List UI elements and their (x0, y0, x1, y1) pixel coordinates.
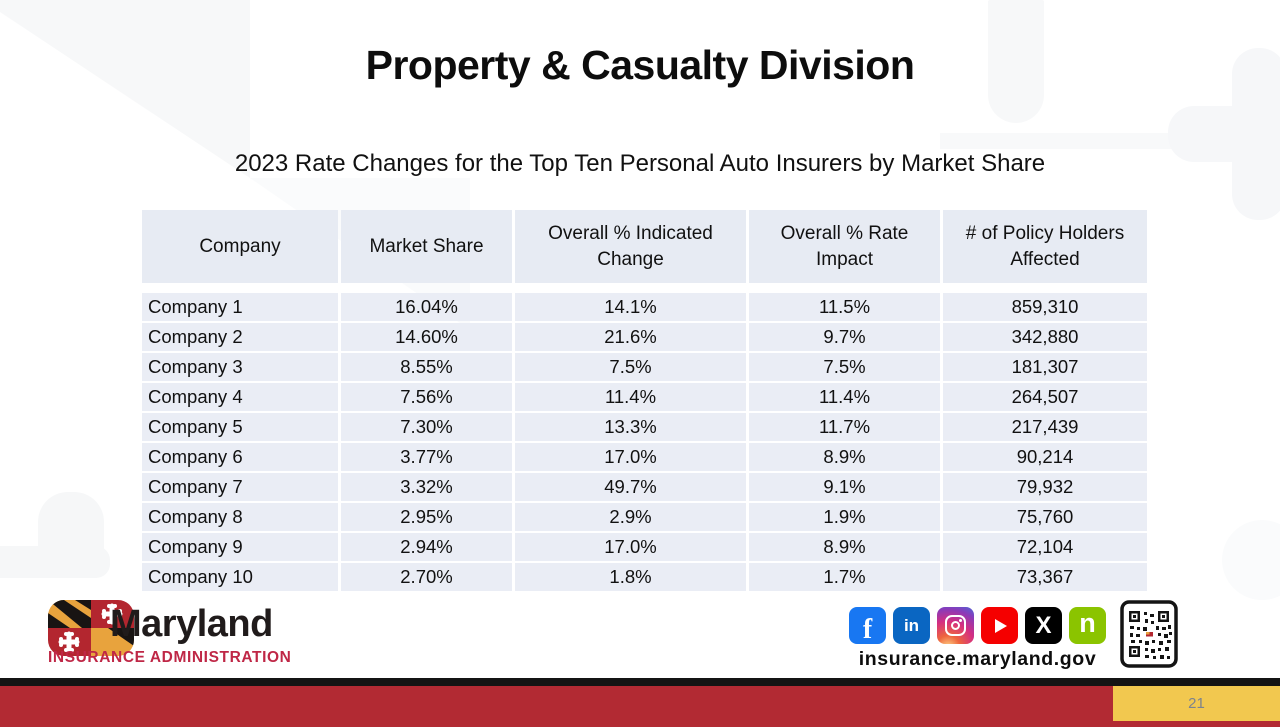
cell-rate-impact: 7.5% (749, 353, 940, 381)
cell-indicated-change: 17.0% (515, 533, 746, 561)
cell-company: Company 10 (142, 563, 338, 591)
column-header-rate-impact: Overall % Rate Impact (749, 210, 940, 283)
cell-market-share: 7.30% (341, 413, 512, 441)
cell-rate-impact: 11.5% (749, 293, 940, 321)
footer-black-stripe (0, 678, 1280, 686)
cell-market-share: 3.77% (341, 443, 512, 471)
cell-rate-impact: 11.7% (749, 413, 940, 441)
qr-code[interactable] (1120, 600, 1178, 668)
cell-company: Company 2 (142, 323, 338, 351)
instagram-icon[interactable] (937, 607, 974, 644)
facebook-icon[interactable]: f (849, 607, 886, 644)
logo-wordmark: Maryland (110, 603, 273, 645)
cell-indicated-change: 11.4% (515, 383, 746, 411)
cell-market-share: 2.95% (341, 503, 512, 531)
cell-indicated-change: 21.6% (515, 323, 746, 351)
social-icons-row: f in X n (849, 607, 1106, 644)
cell-indicated-change: 49.7% (515, 473, 746, 501)
nextdoor-icon[interactable]: n (1069, 607, 1106, 644)
cell-indicated-change: 13.3% (515, 413, 746, 441)
cell-market-share: 2.70% (341, 563, 512, 591)
cell-market-share: 3.32% (341, 473, 512, 501)
cell-company: Company 5 (142, 413, 338, 441)
linkedin-icon[interactable]: in (893, 607, 930, 644)
social-media-block: f in X n insurance.maryland.gov (849, 607, 1106, 671)
logo-subtitle: INSURANCE ADMINISTRATION (48, 649, 292, 666)
cell-rate-impact: 11.4% (749, 383, 940, 411)
camera-glyph (945, 615, 966, 636)
column-header-company: Company (142, 210, 338, 283)
rate-changes-table: Company Market Share Overall % Indicated… (142, 210, 1147, 591)
column-header-indicated-change: Overall % Indicated Change (515, 210, 746, 283)
play-glyph (995, 618, 1007, 633)
cell-company: Company 7 (142, 473, 338, 501)
maryland-flag-shield-icon (48, 600, 134, 656)
cell-market-share: 16.04% (341, 293, 512, 321)
cell-rate-impact: 9.1% (749, 473, 940, 501)
cell-policy-holders: 181,307 (943, 353, 1147, 381)
cell-policy-holders: 217,439 (943, 413, 1147, 441)
cell-policy-holders: 90,214 (943, 443, 1147, 471)
x-twitter-icon[interactable]: X (1025, 607, 1062, 644)
cell-policy-holders: 73,367 (943, 563, 1147, 591)
page-number-box: 21 (1113, 686, 1280, 721)
table-body: Company 1 16.04% 14.1% 11.5% 859,310 Com… (142, 293, 1147, 591)
cell-indicated-change: 7.5% (515, 353, 746, 381)
youtube-icon[interactable] (981, 607, 1018, 644)
column-header-market-share: Market Share (341, 210, 512, 283)
slide-subtitle: 2023 Rate Changes for the Top Ten Person… (234, 150, 1046, 177)
cell-policy-holders: 342,880 (943, 323, 1147, 351)
cell-market-share: 7.56% (341, 383, 512, 411)
cell-market-share: 2.94% (341, 533, 512, 561)
cell-company: Company 3 (142, 353, 338, 381)
cell-market-share: 14.60% (341, 323, 512, 351)
table-header-row: Company Market Share Overall % Indicated… (142, 210, 1147, 283)
page-number: 21 (1188, 695, 1205, 712)
cell-policy-holders: 72,104 (943, 533, 1147, 561)
cell-policy-holders: 75,760 (943, 503, 1147, 531)
cell-indicated-change: 17.0% (515, 443, 746, 471)
cell-market-share: 8.55% (341, 353, 512, 381)
cell-indicated-change: 2.9% (515, 503, 746, 531)
cell-rate-impact: 8.9% (749, 443, 940, 471)
column-header-policy-holders: # of Policy Holders Affected (943, 210, 1147, 283)
cell-policy-holders: 79,932 (943, 473, 1147, 501)
cell-company: Company 8 (142, 503, 338, 531)
cell-company: Company 4 (142, 383, 338, 411)
cell-indicated-change: 14.1% (515, 293, 746, 321)
cell-indicated-change: 1.8% (515, 563, 746, 591)
website-url[interactable]: insurance.maryland.gov (858, 648, 1097, 670)
footer-red-bar (0, 686, 1280, 727)
qr-center-logo (1145, 631, 1154, 638)
cell-rate-impact: 8.9% (749, 533, 940, 561)
cell-policy-holders: 264,507 (943, 383, 1147, 411)
cell-company: Company 9 (142, 533, 338, 561)
cell-rate-impact: 1.9% (749, 503, 940, 531)
cell-rate-impact: 9.7% (749, 323, 940, 351)
cell-company: Company 6 (142, 443, 338, 471)
cell-company: Company 1 (142, 293, 338, 321)
slide-title: Property & Casualty Division (365, 42, 915, 88)
cell-rate-impact: 1.7% (749, 563, 940, 591)
cell-policy-holders: 859,310 (943, 293, 1147, 321)
mia-logo: Maryland INSURANCE ADMINISTRATION (46, 599, 306, 669)
